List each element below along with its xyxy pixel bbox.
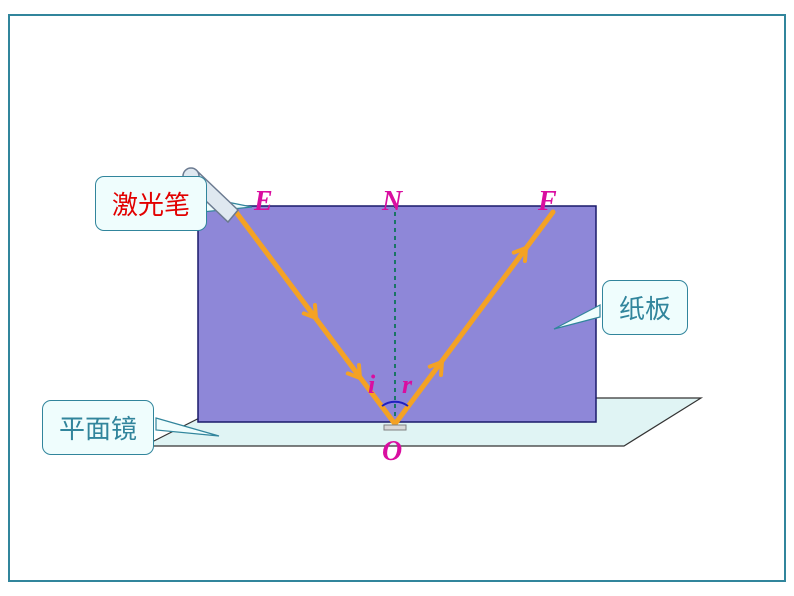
- callout-laser-text: 激光笔: [112, 191, 190, 220]
- callout-paper: 纸板: [602, 280, 688, 335]
- callout-mirror-text: 平面镜: [59, 415, 137, 444]
- label-E: E: [254, 186, 273, 218]
- callout-paper-text: 纸板: [619, 295, 671, 324]
- callout-laser: 激光笔: [95, 176, 207, 231]
- callout-mirror: 平面镜: [42, 400, 154, 455]
- label-N: N: [382, 186, 402, 218]
- label-O: O: [382, 436, 402, 468]
- label-i: i: [368, 370, 375, 400]
- mirror-mark: [384, 425, 406, 430]
- label-F: F: [538, 186, 557, 218]
- label-r: r: [402, 370, 412, 400]
